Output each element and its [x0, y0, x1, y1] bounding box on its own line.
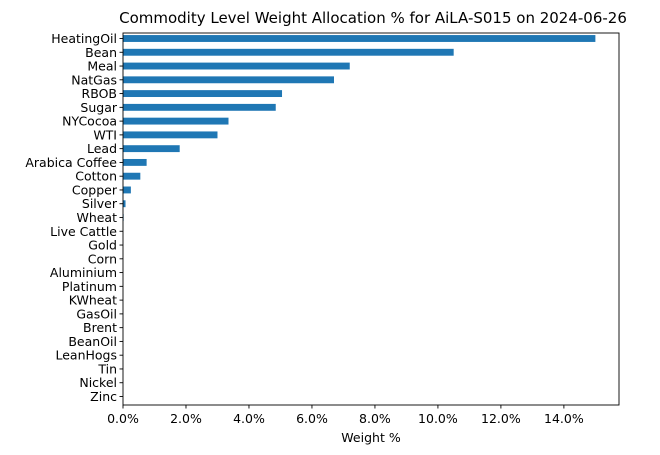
y-tick-label: Gold [88, 238, 117, 253]
bar-nycocoa [123, 117, 229, 125]
y-tick-label: Bean [85, 45, 117, 60]
y-tick-label: Zinc [90, 389, 117, 404]
x-tick-label: 8.0% [359, 411, 391, 426]
bar-meal [123, 62, 350, 70]
y-tick-label: HeatingOil [51, 31, 117, 46]
bar-lead [123, 145, 180, 153]
y-tick-label: GasOil [76, 306, 117, 321]
plot-frame [122, 32, 620, 406]
bar-sugar [123, 103, 276, 111]
y-tick-label: Aluminium [50, 265, 117, 280]
y-tick-label: Arabica Coffee [25, 155, 117, 170]
y-tick-label: RBOB [82, 86, 117, 101]
y-tick-label: LeanHogs [55, 348, 117, 363]
bar-wti [123, 131, 218, 139]
y-axis: HeatingOilBeanMealNatGasRBOBSugarNYCocoa… [25, 31, 123, 404]
y-tick-label: Corn [88, 251, 117, 266]
x-tick-label: 6.0% [296, 411, 328, 426]
x-axis-label: Weight % [341, 430, 401, 445]
y-tick-label: Copper [72, 182, 118, 197]
x-tick-label: 12.0% [481, 411, 521, 426]
bar-heatingoil [123, 35, 596, 42]
y-tick-label: Nickel [79, 375, 117, 390]
y-tick-label: Meal [87, 59, 117, 74]
bar-copper [123, 186, 131, 194]
y-tick-label: WTI [93, 127, 117, 142]
y-tick-label: KWheat [69, 293, 117, 308]
bars-group [123, 35, 596, 221]
y-tick-label: Wheat [76, 210, 117, 225]
y-tick-label: BeanOil [68, 334, 117, 349]
y-tick-label: Live Cattle [50, 224, 117, 239]
y-tick-label: Lead [87, 141, 117, 156]
x-tick-label: 14.0% [544, 411, 584, 426]
x-tick-label: 4.0% [233, 411, 265, 426]
y-tick-label: Tin [97, 361, 117, 376]
y-tick-label: NYCocoa [62, 114, 117, 129]
bar-rbob [123, 90, 283, 98]
bar-arabica-coffee [123, 158, 147, 166]
bar-silver [123, 200, 126, 208]
bar-natgas [123, 76, 334, 84]
bar-bean [123, 48, 454, 56]
y-tick-label: Platinum [62, 279, 117, 294]
y-tick-label: Silver [82, 196, 118, 211]
x-tick-label: 2.0% [170, 411, 202, 426]
x-tick-label: 10.0% [418, 411, 458, 426]
y-tick-label: Sugar [80, 100, 117, 115]
x-tick-label: 0.0% [107, 411, 139, 426]
chart-title: Commodity Level Weight Allocation % for … [119, 9, 627, 27]
x-axis: 0.0% 2.0% 4.0% 6.0% 8.0% 10.0% 12.0% 14.0% [107, 405, 584, 426]
bar-cotton [123, 172, 141, 180]
y-tick-label: NatGas [71, 72, 117, 87]
y-tick-label: Cotton [75, 169, 117, 184]
y-tick-label: Brent [83, 320, 117, 335]
